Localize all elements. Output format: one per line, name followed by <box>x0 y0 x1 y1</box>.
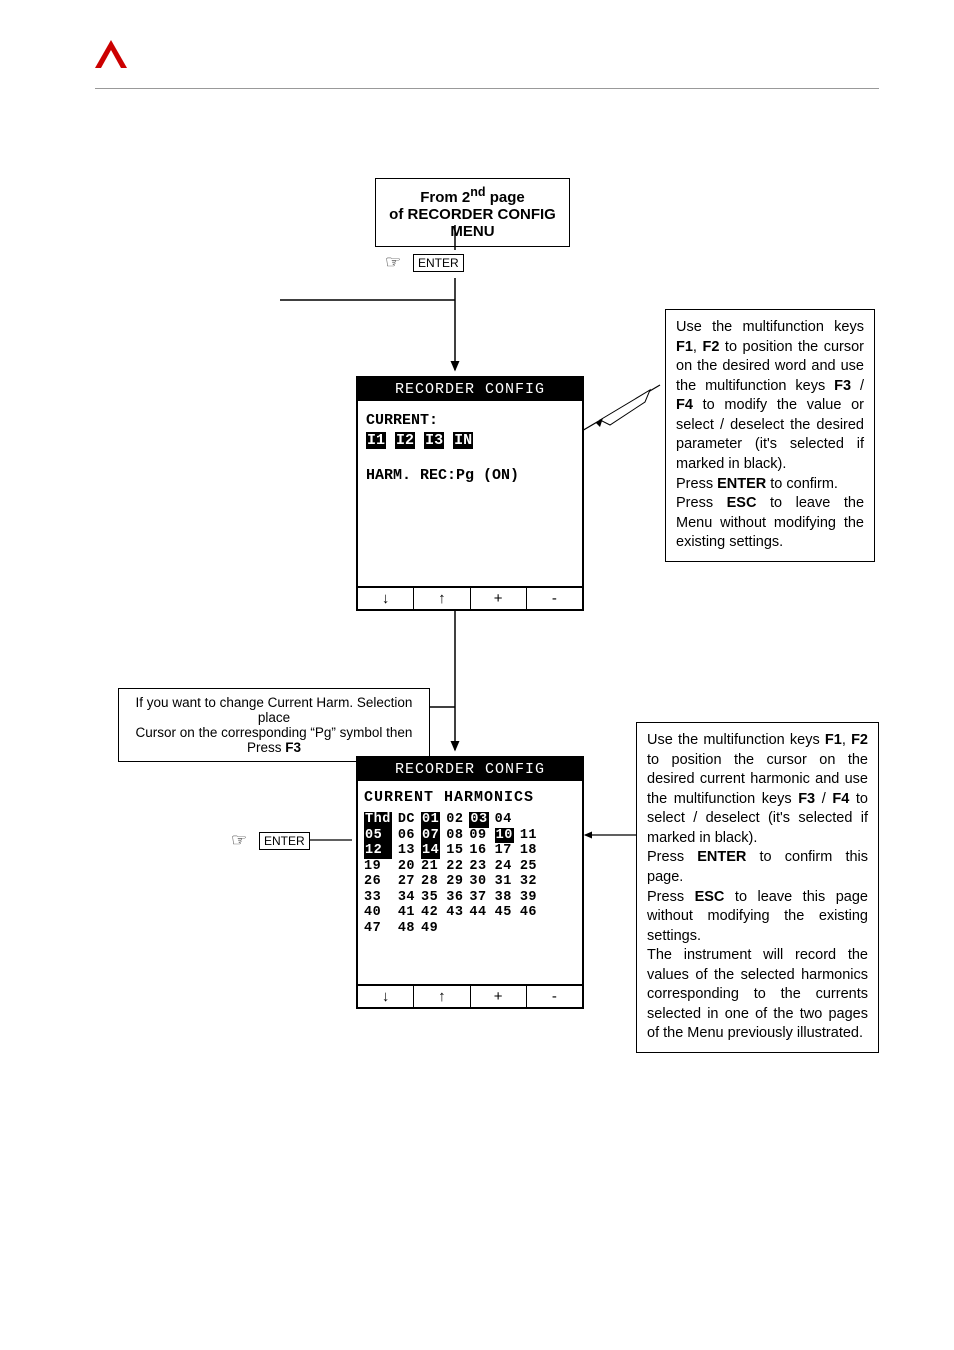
harmonics-grid: Thd DC 01 02 03 04 05 06 07 08 09 10 11 12 13 14 15 16 17… <box>364 812 576 936</box>
screen1-item: I1 <box>366 432 386 449</box>
harmonic-cell: 14 <box>421 843 440 859</box>
harmonic-cell: 25 <box>520 859 537 875</box>
harmonic-cell: Thd <box>364 812 392 828</box>
harmonic-cell: 01 <box>421 812 440 828</box>
harmonic-cell: 43 <box>446 905 463 921</box>
harmonic-cell: 05 <box>364 828 392 844</box>
harmonic-cell: 18 <box>520 843 537 859</box>
harmonic-cell: 07 <box>421 828 440 844</box>
harmonic-cell: 48 <box>398 921 415 937</box>
harmonic-cell <box>495 921 514 937</box>
harmonic-cell <box>446 921 463 937</box>
harmonic-cell: 29 <box>446 874 463 890</box>
harmonic-cell: 35 <box>421 890 440 906</box>
harmonic-cell: 37 <box>469 890 488 906</box>
screen-recorder-config-1: RECORDER CONFIG CURRENT: I1 I2 I3 IN HAR… <box>356 376 584 611</box>
harmonic-cell: 21 <box>421 859 440 875</box>
screen1-softkeys: ↓ ↑ + - <box>358 586 582 609</box>
harmonic-cell <box>520 921 537 937</box>
harmonic-cell: 47 <box>364 921 392 937</box>
harmonic-cell: 15 <box>446 843 463 859</box>
flow-arrows <box>0 0 954 1350</box>
harmonic-cell: 19 <box>364 859 392 875</box>
harmonic-cell: 17 <box>495 843 514 859</box>
softkey-f4: - <box>527 588 582 609</box>
harmonic-cell: 26 <box>364 874 392 890</box>
harmonic-cell: 39 <box>520 890 537 906</box>
screen1-current-label: CURRENT: <box>366 412 438 429</box>
harmonic-cell: 13 <box>398 843 415 859</box>
hand-icon-2: ☞ <box>231 830 247 851</box>
mid-line1: If you want to change Current Harm. Sele… <box>129 695 419 725</box>
softkey-f4: - <box>527 986 582 1007</box>
softkey-f3: + <box>471 588 527 609</box>
harmonic-cell: 28 <box>421 874 440 890</box>
harmonic-cell: 16 <box>469 843 488 859</box>
txt: F3 <box>285 740 301 755</box>
harmonic-cell: 27 <box>398 874 415 890</box>
screen2-title: RECORDER CONFIG <box>358 758 582 781</box>
harmonic-cell <box>469 921 488 937</box>
harmonic-cell: 20 <box>398 859 415 875</box>
screen2-softkeys: ↓ ↑ + - <box>358 984 582 1007</box>
harmonic-cell: 33 <box>364 890 392 906</box>
harmonic-cell: 45 <box>495 905 514 921</box>
harmonic-cell: 08 <box>446 828 463 844</box>
harmonic-cell: 38 <box>495 890 514 906</box>
harmonic-cell: 36 <box>446 890 463 906</box>
harmonic-cell: DC <box>398 812 415 828</box>
harmonic-cell: 32 <box>520 874 537 890</box>
harmonic-cell: 22 <box>446 859 463 875</box>
softkey-f2: ↑ <box>414 588 470 609</box>
harmonic-cell: 12 <box>364 843 392 859</box>
harmonic-cell <box>520 812 537 828</box>
harmonic-cell: 11 <box>520 828 537 844</box>
screen1-items-row: I1 I2 I3 IN <box>366 431 574 451</box>
harmonic-cell: 03 <box>469 812 488 828</box>
harmonic-cell: 23 <box>469 859 488 875</box>
softkey-f2: ↑ <box>414 986 470 1007</box>
enter-key-2: ENTER <box>259 832 310 850</box>
harmonic-cell: 02 <box>446 812 463 828</box>
hand-icon: ☞ <box>385 252 401 273</box>
harmonic-cell: 06 <box>398 828 415 844</box>
harmonic-cell: 34 <box>398 890 415 906</box>
screen1-line2: HARM. REC:Pg (ON) <box>366 466 574 486</box>
harmonic-cell: 46 <box>520 905 537 921</box>
harmonic-cell: 09 <box>469 828 488 844</box>
softkey-f1: ↓ <box>358 986 414 1007</box>
harmonic-cell: 24 <box>495 859 514 875</box>
harmonic-cell: 10 <box>495 828 514 844</box>
harmonic-cell: 49 <box>421 921 440 937</box>
softkey-f3: + <box>471 986 527 1007</box>
harmonic-cell: 44 <box>469 905 488 921</box>
harmonic-cell: 41 <box>398 905 415 921</box>
softkey-f1: ↓ <box>358 588 414 609</box>
screen1-item: I2 <box>395 432 415 449</box>
screen1-body: CURRENT: I1 I2 I3 IN HARM. REC:Pg (ON) <box>358 401 582 586</box>
mid-instruction-box: If you want to change Current Harm. Sele… <box>118 688 430 762</box>
harmonic-cell: 31 <box>495 874 514 890</box>
txt: Cursor on the corresponding “Pg” symbol … <box>136 725 413 755</box>
harmonic-cell: 40 <box>364 905 392 921</box>
screen1-item: IN <box>453 432 473 449</box>
screen1-title: RECORDER CONFIG <box>358 378 582 401</box>
callout-2: Use the multifunction keys F1, F2 to pos… <box>636 722 879 1053</box>
harmonic-cell: 42 <box>421 905 440 921</box>
harmonic-cell: 30 <box>469 874 488 890</box>
screen2-body: CURRENT HARMONICS Thd DC 01 02 03 04 05 06 07 08… <box>358 781 582 984</box>
screen2-subtitle: CURRENT HARMONICS <box>364 789 576 806</box>
callout-1: Use the multifunction keys F1, F2 to pos… <box>665 309 875 562</box>
mid-line2: Cursor on the corresponding “Pg” symbol … <box>129 725 419 755</box>
harmonic-cell: 04 <box>495 812 514 828</box>
screen-recorder-config-2: RECORDER CONFIG CURRENT HARMONICS ThdDC0… <box>356 756 584 1009</box>
screen1-item: I3 <box>424 432 444 449</box>
enter-key-1: ENTER <box>413 254 464 272</box>
